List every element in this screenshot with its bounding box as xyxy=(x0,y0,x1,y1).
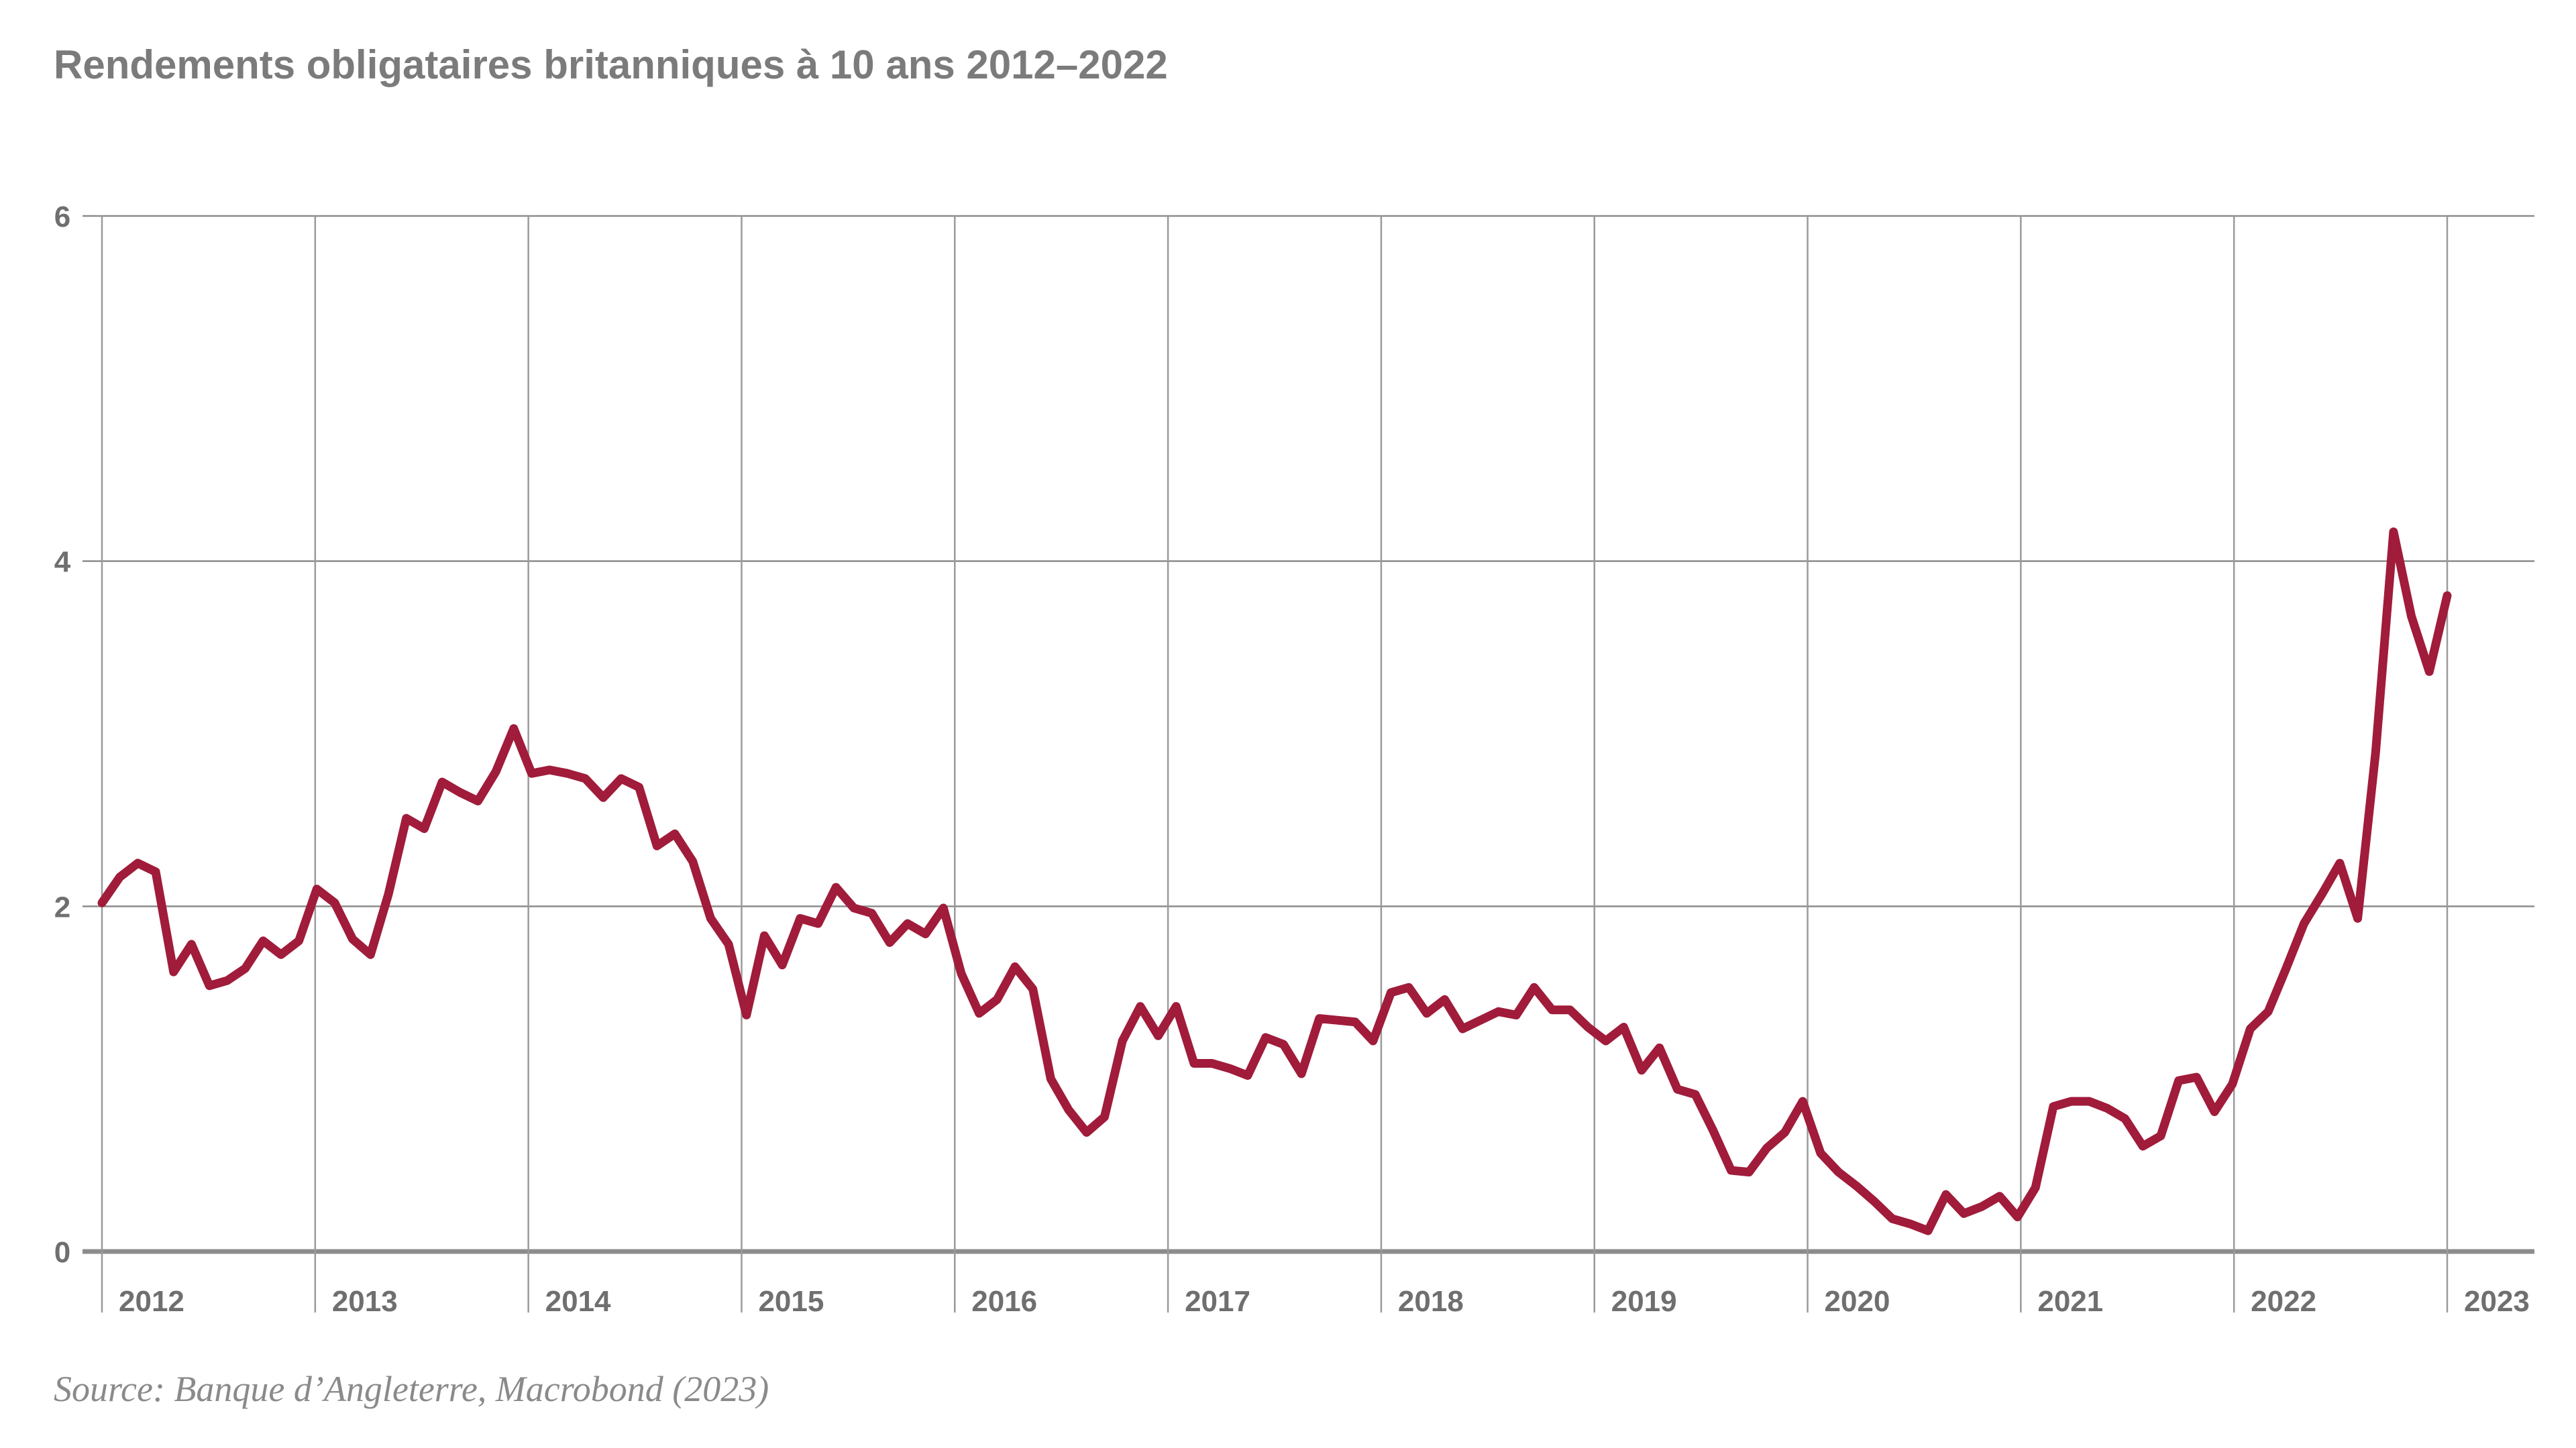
x-tick-label: 2018 xyxy=(1398,1285,1464,1318)
y-tick-label: 2 xyxy=(54,891,70,924)
x-tick-label: 2016 xyxy=(971,1285,1037,1318)
x-tick-label: 2019 xyxy=(1611,1285,1677,1318)
x-tick-label: 2014 xyxy=(545,1285,611,1318)
x-gridlines xyxy=(101,216,2449,1313)
series-layer xyxy=(97,527,2452,1235)
y-gridlines xyxy=(83,215,2534,1254)
x-tick-labels: 2012 2013 2014 2015 2016 2017 2018 2019 2020 2021… xyxy=(119,1285,2530,1318)
x-tick-label: 2015 xyxy=(758,1285,824,1318)
y-tick-label: 4 xyxy=(54,546,71,579)
y-tick-label: 0 xyxy=(54,1236,70,1269)
x-tick-label: 2012 xyxy=(119,1285,184,1318)
x-tick-label: 2013 xyxy=(332,1285,398,1318)
x-tick-label: 2017 xyxy=(1185,1285,1250,1318)
x-tick-label: 2020 xyxy=(1825,1285,1890,1318)
source-note: Source: Banque d’Angleterre, Macrobond (… xyxy=(54,1369,769,1409)
x-tick-label: 2021 xyxy=(2037,1285,2103,1318)
y-tick-label: 6 xyxy=(54,201,70,233)
x-tick-label: 2022 xyxy=(2251,1285,2316,1318)
y-tick-labels: 0 2 4 6 xyxy=(54,201,71,1269)
x-tick-label: 2023 xyxy=(2464,1285,2530,1318)
series-line xyxy=(97,527,2452,1235)
chart-title: Rendements obligataires britanniques à 1… xyxy=(54,42,1168,87)
